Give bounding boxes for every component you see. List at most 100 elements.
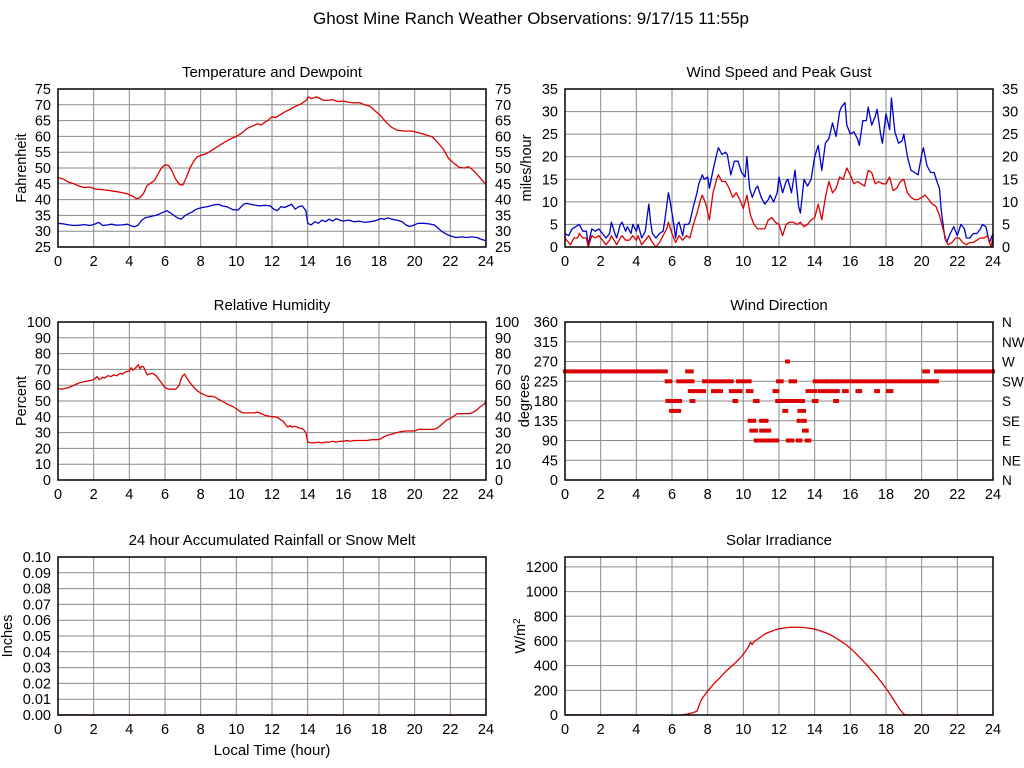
svg-text:10: 10 [35,457,51,473]
svg-text:0: 0 [550,240,558,256]
svg-text:6: 6 [668,487,676,503]
svg-text:24: 24 [985,487,1001,503]
svg-text:16: 16 [335,722,351,738]
svg-text:25: 25 [1002,127,1018,143]
svg-text:0.00: 0.00 [23,708,51,724]
svg-text:90: 90 [35,331,51,347]
svg-text:6: 6 [161,487,169,503]
svg-text:10: 10 [735,722,751,738]
svg-text:14: 14 [300,722,316,738]
svg-text:400: 400 [534,659,558,675]
svg-text:6: 6 [161,254,169,270]
svg-text:18: 18 [371,487,387,503]
svg-text:200: 200 [534,683,558,699]
svg-text:2: 2 [597,722,605,738]
svg-text:14: 14 [807,722,823,738]
y-axis-label: miles/hour [519,134,535,201]
svg-text:10: 10 [228,254,244,270]
grid-lines [57,556,487,716]
svg-text:0: 0 [550,473,558,489]
svg-text:22: 22 [442,487,458,503]
svg-text:8: 8 [704,722,712,738]
svg-text:75: 75 [495,82,511,98]
svg-text:2: 2 [597,487,605,503]
svg-text:4: 4 [632,487,640,503]
temperature-dewpoint-chart: 25 30 35 40 45 50 55 60 65 70 75 25 30 35 40 45 50 55 60 65… [0,55,540,290]
svg-text:22: 22 [949,487,965,503]
svg-text:25: 25 [542,127,558,143]
svg-text:25: 25 [35,240,51,256]
svg-text:50: 50 [35,161,51,177]
svg-text:0.09: 0.09 [23,566,51,582]
svg-text:10: 10 [542,195,558,211]
svg-text:18: 18 [878,722,894,738]
y-axis-label: Percent [14,376,30,426]
svg-text:45: 45 [542,453,558,469]
svg-text:60: 60 [495,378,511,394]
svg-text:80: 80 [495,347,511,363]
svg-text:35: 35 [495,208,511,224]
rainfall-chart: 0.00 0.01 0.02 0.03 0.04 0.05 0.06 0.07 0.08 0.09… [0,525,540,768]
svg-text:270: 270 [534,355,558,371]
svg-text:10: 10 [228,722,244,738]
svg-text:24: 24 [478,722,494,738]
svg-text:20: 20 [407,254,423,270]
svg-text:2: 2 [90,254,98,270]
svg-text:0.07: 0.07 [23,597,51,613]
chart-title: Wind Direction [730,297,828,314]
svg-text:40: 40 [35,410,51,426]
rainfall-plot: 0.000.010.020.030.040.050.060.070.080.09… [0,532,494,759]
chart-title: Temperature and Dewpoint [182,64,363,81]
plot-border [57,321,487,481]
svg-text:225: 225 [534,374,558,390]
svg-text:0: 0 [561,487,569,503]
svg-text:1200: 1200 [526,560,558,576]
x-axis-label: Local Time (hour) [214,742,331,759]
svg-text:315: 315 [534,335,558,351]
chart-title: Solar Irradiance [726,532,832,549]
svg-text:8: 8 [704,254,712,270]
svg-text:12: 12 [264,487,280,503]
svg-text:65: 65 [495,114,511,130]
y-axis-label: W/m2 [512,618,529,654]
chart-title: 24 hour Accumulated Rainfall or Snow Mel… [129,532,417,549]
temperature-series [57,96,487,200]
svg-text:65: 65 [35,114,51,130]
relative-humidity-chart: 0 10 20 30 40 50 60 70 80 90 100 0 10 20 30 40 50 60 70 80 9… [0,290,540,525]
svg-text:22: 22 [949,254,965,270]
svg-text:10: 10 [735,254,751,270]
svg-text:2: 2 [597,254,605,270]
svg-text:0: 0 [561,722,569,738]
svg-text:4: 4 [125,722,133,738]
svg-text:15: 15 [1002,172,1018,188]
wind-speed-series [564,167,994,248]
svg-text:E: E [1002,434,1011,449]
axis-tick-labels: 0.000.010.020.030.040.050.060.070.080.09… [23,550,494,738]
svg-text:35: 35 [1002,82,1018,98]
wind-direction-chart: 0 45 90 135 180 225 270 315 360 N NW W SW S SE E NE N 0 2 4 6… [507,290,1024,525]
svg-text:0.01: 0.01 [23,692,51,708]
svg-text:70: 70 [495,362,511,378]
svg-text:14: 14 [807,254,823,270]
svg-text:18: 18 [371,254,387,270]
svg-text:4: 4 [632,254,640,270]
svg-text:30: 30 [35,426,51,442]
svg-text:0.10: 0.10 [23,550,51,566]
svg-text:8: 8 [197,254,205,270]
svg-text:8: 8 [704,487,712,503]
y-axis-label: degrees [517,375,533,427]
svg-text:25: 25 [495,240,511,256]
svg-text:20: 20 [495,441,511,457]
svg-text:4: 4 [125,254,133,270]
svg-text:0.08: 0.08 [23,582,51,598]
svg-text:SW: SW [1002,374,1024,389]
grid-lines [57,321,487,481]
svg-text:12: 12 [771,487,787,503]
svg-text:45: 45 [35,177,51,193]
svg-text:0.04: 0.04 [23,645,51,661]
axis-tick-labels: 0102030405060708090100010203040506070809… [27,315,519,503]
svg-text:0: 0 [495,473,503,489]
